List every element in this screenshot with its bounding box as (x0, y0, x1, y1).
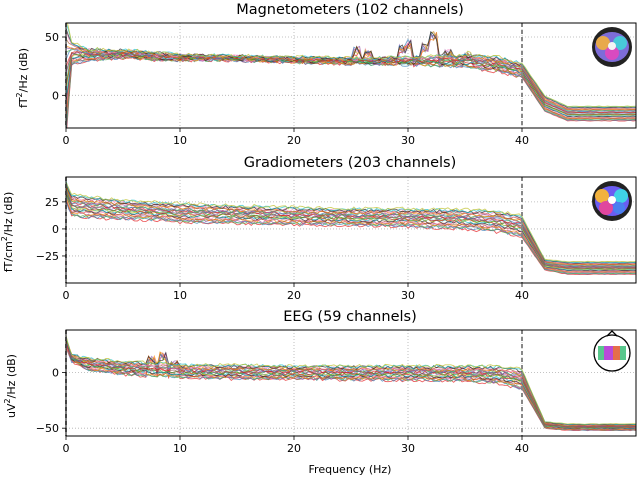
sensor-head-icon (592, 181, 632, 221)
y-tick-label: 25 (45, 196, 59, 209)
x-tick-label: 40 (515, 442, 529, 455)
axes-frame (65, 176, 637, 284)
plot-area: 0 10 20 30 40 −50 0 (36, 329, 637, 455)
y-tick-label: −50 (36, 422, 59, 435)
axes-frame (65, 22, 637, 129)
psd-traces (66, 23, 636, 128)
plot-area: 0 10 20 30 40 0 50 (45, 22, 637, 147)
x-tick-label: 30 (401, 442, 415, 455)
panel-title: Gradiometers (203 channels) (244, 155, 457, 171)
panel-magnetometers: Magnetometers (102 channels) fT2/Hz (dB)… (15, 2, 637, 147)
x-tick-label: 10 (173, 289, 187, 302)
sensor-head-icon (592, 27, 632, 67)
x-tick-label: 0 (63, 134, 70, 147)
x-tick-label: 30 (401, 134, 415, 147)
x-tick-label: 20 (287, 442, 301, 455)
y-axis-label: uV2/Hz (dB) (3, 354, 18, 418)
x-tick-label: 10 (173, 134, 187, 147)
psd-traces (66, 180, 636, 276)
x-tick-label: 10 (173, 442, 187, 455)
plot-area: 0 10 20 30 40 −25 0 25 (36, 176, 637, 302)
panel-title: EEG (59 channels) (283, 309, 416, 325)
x-tick-label: 20 (287, 289, 301, 302)
panel-title: Magnetometers (102 channels) (236, 2, 464, 18)
y-tick-label: 50 (45, 31, 59, 44)
axes-frame (65, 329, 637, 437)
y-tick-label: 0 (52, 366, 59, 379)
channel-trace (66, 181, 636, 263)
y-axis-label: fT2/Hz (dB) (15, 48, 30, 108)
channel-trace (66, 335, 636, 425)
psd-traces (66, 335, 636, 432)
y-tick-label: 0 (52, 89, 59, 102)
x-tick-label: 40 (515, 289, 529, 302)
x-tick-label: 0 (63, 289, 70, 302)
panel-gradiometers: Gradiometers (203 channels) fT/cm2/Hz (d… (0, 155, 637, 302)
x-tick-label: 20 (287, 134, 301, 147)
y-axis-label: fT/cm2/Hz (dB) (0, 192, 15, 273)
x-tick-label: 0 (63, 442, 70, 455)
x-tick-label: 40 (515, 134, 529, 147)
y-tick-label: 0 (52, 223, 59, 236)
channel-trace (66, 200, 636, 276)
y-tick-label: −25 (36, 250, 59, 263)
x-axis-label: Frequency (Hz) (309, 463, 392, 476)
channel-trace (66, 23, 636, 108)
x-tick-label: 30 (401, 289, 415, 302)
sensor-head-icon (593, 330, 631, 372)
panel-eeg: EEG (59 channels) uV2/Hz (dB) 0 10 20 30 40 −… (3, 309, 637, 476)
